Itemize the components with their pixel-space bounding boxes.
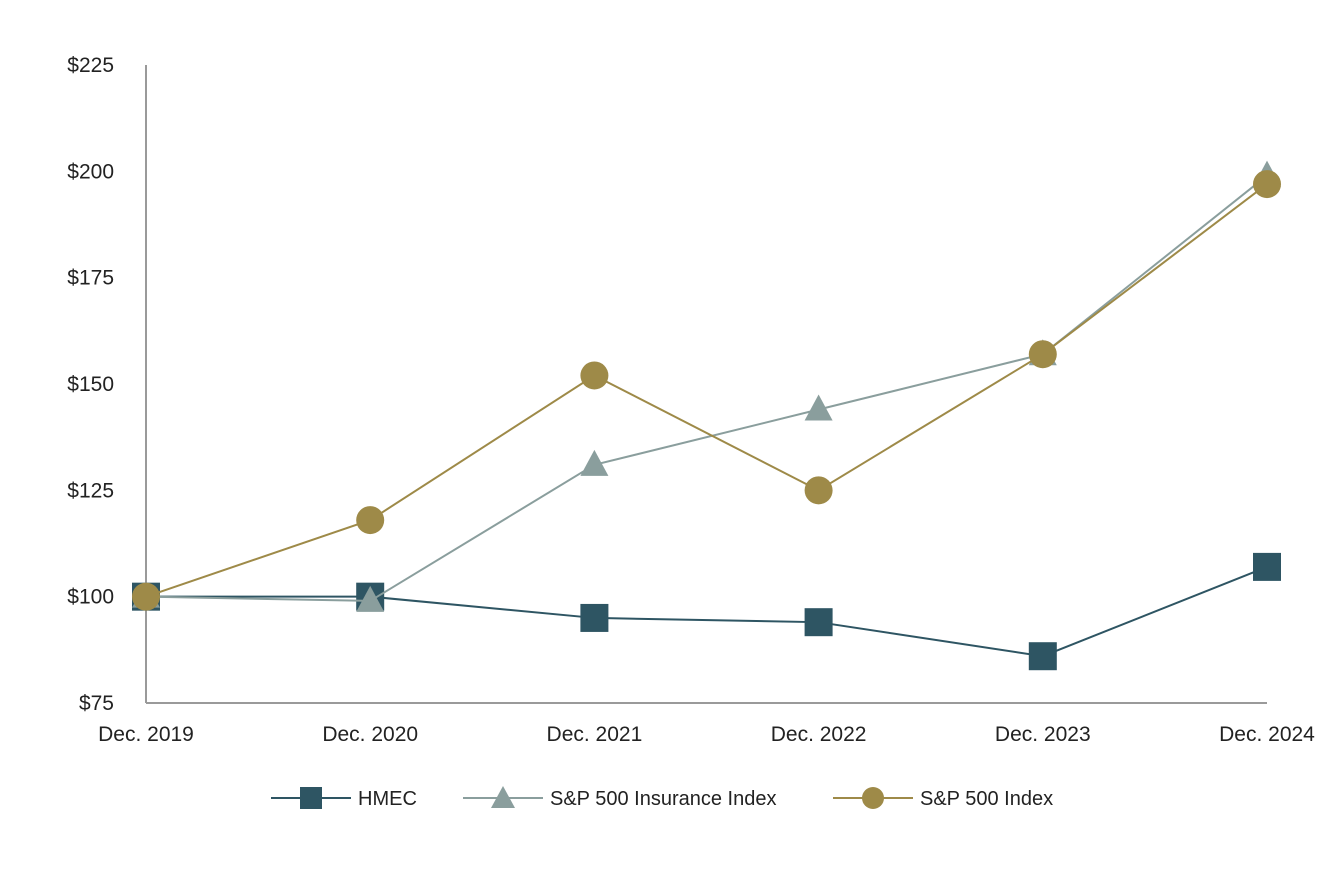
- legend-marker-square: [300, 787, 322, 809]
- legend-label: HMEC: [358, 788, 417, 810]
- y-tick-label: $150: [67, 373, 114, 396]
- y-tick-label: $175: [67, 267, 114, 290]
- data-point-circle: [132, 582, 160, 611]
- data-point-circle: [580, 361, 609, 390]
- y-axis-ticks: $75 $100 $125 $150 $175 $200 $225: [67, 54, 114, 715]
- series-line: [145, 174, 1268, 602]
- legend-item: S&P 500 Insurance Index: [463, 786, 776, 810]
- data-point-circle: [1028, 340, 1057, 369]
- data-point-triangle: [804, 394, 833, 421]
- legend-item: S&P 500 Index: [833, 787, 1053, 810]
- legend-item: HMEC: [271, 787, 417, 810]
- data-point-square: [804, 608, 833, 637]
- x-tick-label: Dec. 2024: [1219, 723, 1315, 746]
- data-point-square: [1028, 642, 1057, 671]
- x-tick-label: Dec. 2020: [322, 723, 418, 746]
- data-point-triangle: [580, 449, 609, 476]
- series-square: [132, 552, 1281, 671]
- y-tick-label: $200: [67, 160, 114, 183]
- data-point-square: [1253, 552, 1281, 581]
- x-tick-label: Dec. 2021: [547, 723, 643, 746]
- x-tick-label: Dec. 2023: [995, 723, 1091, 746]
- axes: [145, 65, 1267, 704]
- data-point-square: [580, 603, 609, 632]
- series-triangle: [132, 160, 1281, 612]
- data-point-triangle: [356, 585, 385, 612]
- series-circle: [132, 170, 1281, 611]
- data-point-circle: [356, 506, 385, 535]
- y-tick-label: $125: [67, 479, 114, 502]
- legend-marker-triangle: [491, 786, 515, 808]
- x-axis-ticks: Dec. 2019 Dec. 2020 Dec. 2021 Dec. 2022 Dec.…: [98, 723, 1315, 746]
- legend: HMEC S&P 500 Insurance Index S&P 500 Index: [271, 786, 1053, 810]
- x-tick-label: Dec. 2022: [771, 723, 867, 746]
- series-line: [146, 565, 1268, 658]
- legend-label: S&P 500 Index: [920, 788, 1053, 810]
- legend-label: S&P 500 Insurance Index: [550, 788, 776, 810]
- y-tick-label: $100: [67, 586, 114, 609]
- x-tick-label: Dec. 2019: [98, 723, 194, 746]
- data-point-circle: [804, 476, 833, 505]
- series-layer: [132, 160, 1281, 671]
- y-tick-label: $225: [67, 54, 114, 77]
- series-line: [145, 183, 1268, 598]
- legend-marker-circle: [862, 787, 884, 809]
- y-tick-label: $75: [79, 692, 114, 715]
- data-point-circle: [1253, 170, 1281, 199]
